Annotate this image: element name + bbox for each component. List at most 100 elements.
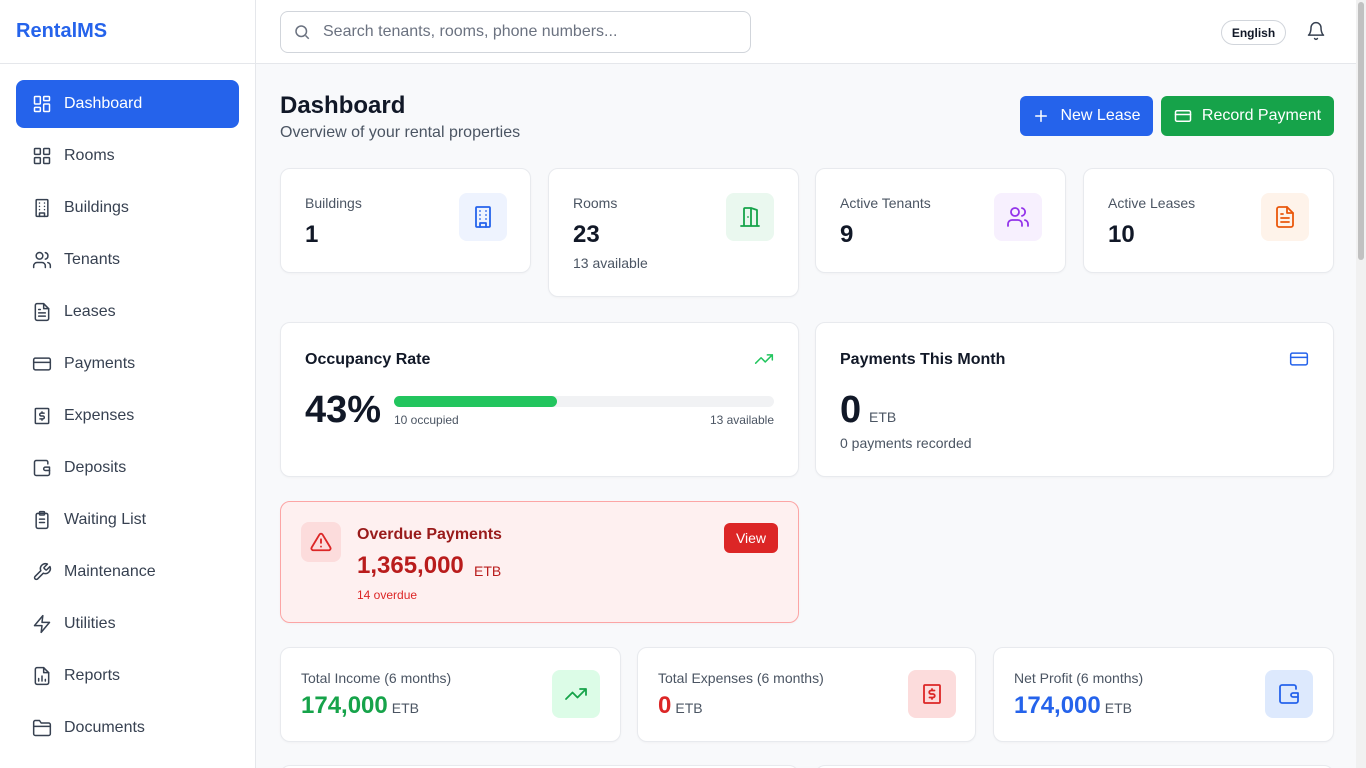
page-scrollbar[interactable] xyxy=(1356,0,1366,768)
search-input[interactable] xyxy=(323,23,723,41)
stat-value: 9 xyxy=(840,221,854,248)
document-icon xyxy=(32,302,52,322)
credit-card-icon xyxy=(1289,349,1311,371)
occupancy-progress-bar xyxy=(394,396,774,407)
clipboard-icon xyxy=(32,510,52,530)
sidebar-nav: Dashboard Rooms Buildings Tenants Leases… xyxy=(0,64,255,752)
stat-value: 1 xyxy=(305,221,319,248)
alert-triangle-icon xyxy=(301,522,341,562)
overdue-title: Overdue Payments xyxy=(357,526,502,543)
search-icon xyxy=(295,25,310,40)
profit-unit: ETB xyxy=(1104,700,1132,716)
sidebar-item-waiting-list[interactable]: Waiting List xyxy=(16,496,239,544)
stat-value: 23 xyxy=(573,221,600,248)
record-payment-button[interactable]: Record Payment xyxy=(1161,96,1334,136)
sidebar-item-leases[interactable]: Leases xyxy=(16,288,239,336)
plus-icon xyxy=(1035,110,1048,122)
sidebar-item-payments[interactable]: Payments xyxy=(16,340,239,388)
overdue-value: 1,365,000 xyxy=(357,552,464,579)
search-box[interactable] xyxy=(280,11,751,53)
occupancy-card: Occupancy Rate 43% 10 occupied 13 availa… xyxy=(280,322,799,477)
sidebar-item-label: Payments xyxy=(64,355,136,372)
door-icon xyxy=(726,193,774,241)
credit-card-icon xyxy=(32,354,52,374)
occupied-label: 10 occupied xyxy=(394,413,459,427)
sidebar-item-label: Leases xyxy=(64,303,116,320)
income-value: 174,000 xyxy=(301,692,388,719)
profit-value: 174,000 xyxy=(1014,692,1101,719)
overdue-payments-card: Overdue Payments 1,365,000 ETB 14 overdu… xyxy=(280,501,799,623)
sidebar-item-utilities[interactable]: Utilities xyxy=(16,600,239,648)
payments-month-unit: ETB xyxy=(869,409,897,425)
stat-card-buildings[interactable]: Buildings 1 xyxy=(280,168,531,273)
overdue-unit: ETB xyxy=(474,563,502,579)
payments-month-sub: 0 payments recorded xyxy=(840,435,972,451)
stat-card-rooms[interactable]: Rooms 23 13 available xyxy=(548,168,799,297)
new-lease-button[interactable]: New Lease xyxy=(1020,96,1153,136)
overdue-count: 14 overdue xyxy=(357,588,418,602)
sidebar-item-maintenance[interactable]: Maintenance xyxy=(16,548,239,596)
record-payment-label: Record Payment xyxy=(1201,107,1322,124)
payments-month-title: Payments This Month xyxy=(840,351,1006,368)
stat-card-leases[interactable]: Active Leases 10 xyxy=(1083,168,1334,273)
view-overdue-button[interactable]: View xyxy=(724,523,778,553)
sidebar-item-deposits[interactable]: Deposits xyxy=(16,444,239,492)
sidebar-item-dashboard[interactable]: Dashboard xyxy=(16,80,239,128)
wallet-icon xyxy=(1265,670,1313,718)
sidebar-item-tenants[interactable]: Tenants xyxy=(16,236,239,284)
sidebar-item-label: Rooms xyxy=(64,147,115,164)
sidebar-item-documents[interactable]: Documents xyxy=(16,704,239,752)
sidebar-item-label: Dashboard xyxy=(64,95,143,112)
sidebar-item-label: Utilities xyxy=(64,615,116,632)
building-icon xyxy=(32,198,52,218)
trending-up-icon xyxy=(754,349,776,371)
payments-month-value: 0 xyxy=(840,389,862,431)
sidebar-item-buildings[interactable]: Buildings xyxy=(16,184,239,232)
total-expenses-card: Total Expenses (6 months) 0 ETB xyxy=(637,647,976,742)
sidebar-item-label: Tenants xyxy=(64,251,121,268)
app-logo[interactable]: RentalMS xyxy=(0,0,255,64)
receipt-icon xyxy=(908,670,956,718)
sidebar-item-label: Deposits xyxy=(64,459,127,476)
page-title: Dashboard xyxy=(280,92,406,119)
stat-label: Rooms xyxy=(573,195,618,211)
wrench-icon xyxy=(32,562,52,582)
sidebar-item-label: Maintenance xyxy=(64,563,156,580)
net-profit-card: Net Profit (6 months) 174,000 ETB xyxy=(993,647,1334,742)
building-icon xyxy=(459,193,507,241)
total-income-card: Total Income (6 months) 174,000 ETB xyxy=(280,647,621,742)
sidebar-item-expenses[interactable]: Expenses xyxy=(16,392,239,440)
sidebar-item-rooms[interactable]: Rooms xyxy=(16,132,239,180)
expenses-unit: ETB xyxy=(675,700,703,716)
stat-card-tenants[interactable]: Active Tenants 9 xyxy=(815,168,1066,273)
users-icon xyxy=(32,250,52,270)
document-icon xyxy=(1261,193,1309,241)
zap-icon xyxy=(32,614,52,634)
stat-label: Buildings xyxy=(305,195,362,211)
sidebar-item-label: Buildings xyxy=(64,199,129,216)
sidebar-item-label: Documents xyxy=(64,719,145,736)
notifications-bell-icon[interactable] xyxy=(1306,21,1328,43)
trending-up-icon xyxy=(552,670,600,718)
sidebar-item-reports[interactable]: Reports xyxy=(16,652,239,700)
sidebar-item-label: Expenses xyxy=(64,407,135,424)
scrollbar-thumb[interactable] xyxy=(1358,2,1364,260)
stat-label: Active Leases xyxy=(1108,195,1196,211)
page-subtitle: Overview of your rental properties xyxy=(280,124,521,141)
income-label: Total Income (6 months) xyxy=(301,670,452,686)
users-icon xyxy=(994,193,1042,241)
occupancy-title: Occupancy Rate xyxy=(305,351,431,368)
profit-label: Net Profit (6 months) xyxy=(1014,670,1144,686)
language-selector[interactable]: English xyxy=(1221,20,1286,45)
expenses-value-row: 0 ETB xyxy=(658,692,703,720)
income-unit: ETB xyxy=(391,700,419,716)
topbar: English xyxy=(256,0,1356,64)
report-icon xyxy=(32,666,52,686)
sidebar: RentalMS Dashboard Rooms Buildings Tenan… xyxy=(0,0,256,768)
profit-value-row: 174,000 ETB xyxy=(1014,692,1132,720)
credit-card-icon xyxy=(1174,110,1192,122)
receipt-icon xyxy=(32,406,52,426)
payments-month-card: Payments This Month 0 ETB 0 payments rec… xyxy=(815,322,1334,477)
sidebar-item-label: Reports xyxy=(64,667,121,684)
dashboard-icon xyxy=(32,94,52,114)
